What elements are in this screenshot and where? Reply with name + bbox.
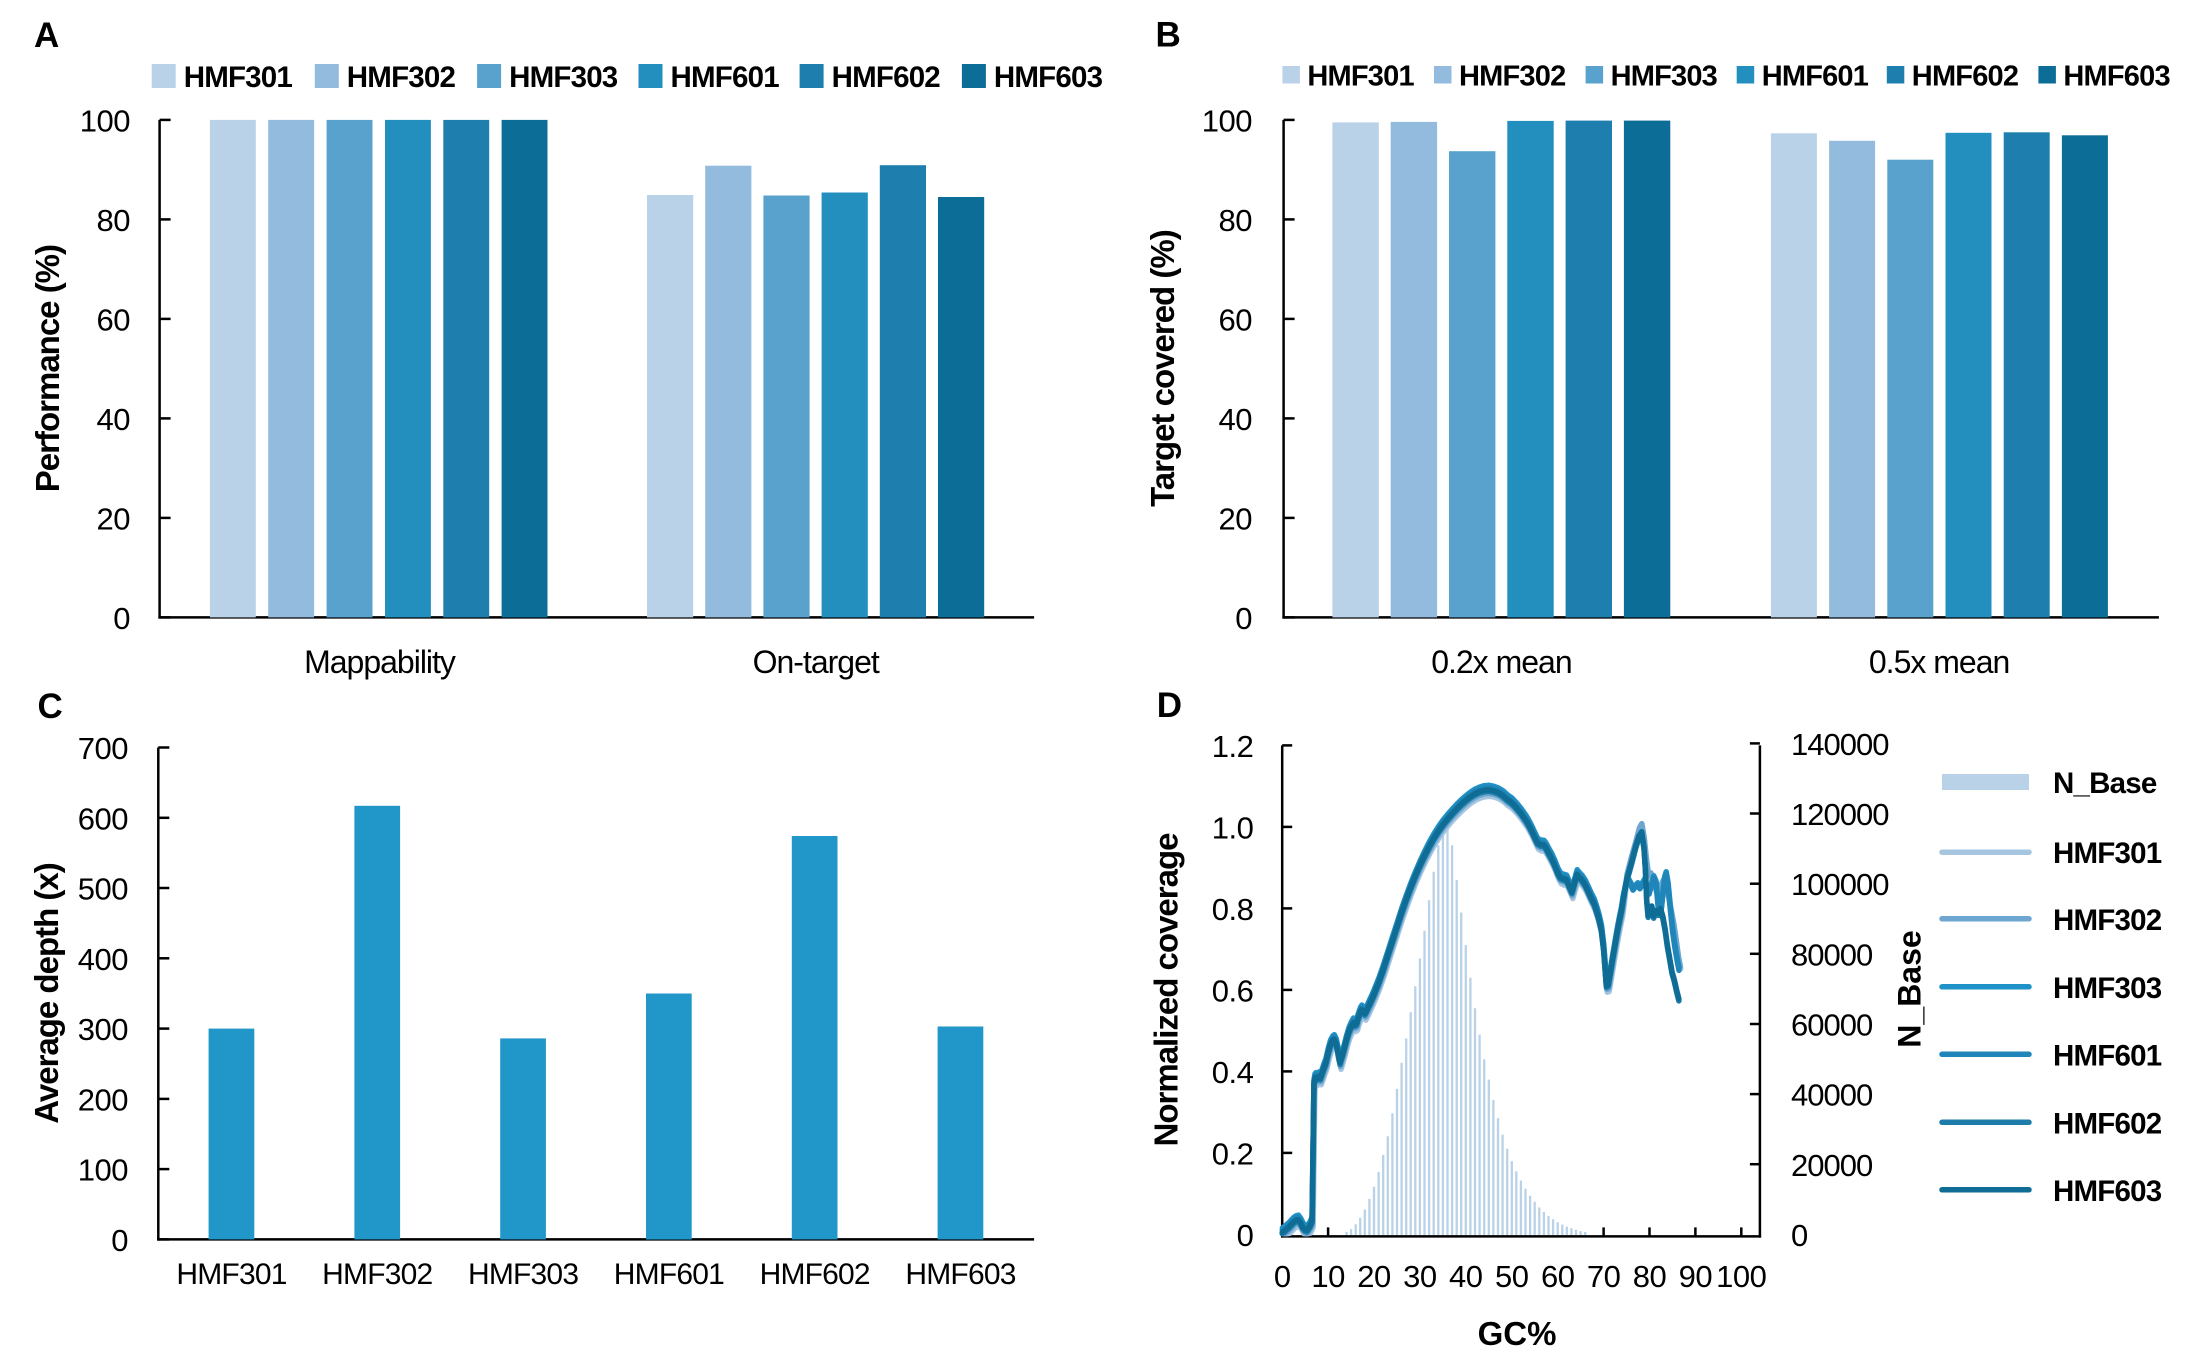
svg-text:200: 200: [78, 1082, 128, 1117]
svg-text:20: 20: [1357, 1259, 1391, 1294]
svg-text:0: 0: [1235, 601, 1252, 636]
svg-text:HMF602: HMF602: [2053, 1107, 2162, 1140]
svg-text:500: 500: [78, 872, 128, 907]
svg-text:HMF603: HMF603: [2063, 61, 2170, 93]
svg-text:N_Base: N_Base: [2053, 767, 2157, 800]
svg-text:On-target: On-target: [753, 644, 880, 680]
svg-text:0: 0: [1274, 1259, 1291, 1294]
svg-text:HMF301: HMF301: [176, 1258, 286, 1291]
svg-text:120000: 120000: [1791, 797, 1889, 832]
svg-text:HMF603: HMF603: [2053, 1175, 2162, 1208]
svg-text:HMF302: HMF302: [1459, 61, 1565, 93]
svg-text:HMF601: HMF601: [2053, 1039, 2162, 1072]
svg-text:600: 600: [78, 801, 128, 836]
svg-text:100: 100: [1716, 1259, 1766, 1294]
svg-text:10: 10: [1311, 1259, 1345, 1294]
svg-text:HMF302: HMF302: [347, 61, 456, 94]
svg-text:HMF303: HMF303: [509, 61, 618, 94]
svg-text:HMF602: HMF602: [1912, 61, 2018, 93]
svg-text:0: 0: [1237, 1218, 1254, 1253]
svg-text:30: 30: [1403, 1259, 1437, 1294]
svg-text:40: 40: [97, 402, 131, 437]
svg-text:20: 20: [1219, 501, 1253, 536]
svg-text:Performance (%): Performance (%): [29, 245, 66, 492]
svg-text:80000: 80000: [1791, 937, 1873, 972]
svg-text:70: 70: [1587, 1259, 1621, 1294]
svg-text:140000: 140000: [1791, 727, 1889, 762]
svg-text:60: 60: [1541, 1259, 1575, 1294]
svg-text:HMF602: HMF602: [760, 1258, 870, 1291]
svg-text:HMF603: HMF603: [994, 61, 1103, 94]
svg-text:HMF303: HMF303: [468, 1258, 578, 1291]
svg-text:20000: 20000: [1791, 1148, 1873, 1183]
svg-text:HMF603: HMF603: [905, 1258, 1015, 1291]
svg-text:HMF302: HMF302: [322, 1258, 432, 1291]
svg-text:HMF601: HMF601: [671, 61, 780, 94]
svg-text:40: 40: [1449, 1259, 1483, 1294]
svg-text:HMF301: HMF301: [1307, 61, 1414, 93]
svg-text:Normalized coverage: Normalized coverage: [1148, 833, 1185, 1147]
svg-text:300: 300: [78, 1012, 128, 1047]
svg-text:1.0: 1.0: [1212, 810, 1254, 845]
svg-text:700: 700: [78, 731, 128, 766]
svg-text:HMF302: HMF302: [2053, 904, 2162, 937]
svg-text:Average depth (x): Average depth (x): [28, 863, 65, 1124]
svg-text:0.8: 0.8: [1212, 892, 1254, 927]
svg-text:HMF301: HMF301: [184, 61, 293, 94]
svg-text:90: 90: [1679, 1259, 1713, 1294]
svg-text:60000: 60000: [1791, 1008, 1873, 1043]
svg-text:GC%: GC%: [1478, 1315, 1557, 1350]
svg-text:80: 80: [97, 203, 131, 238]
svg-text:HMF601: HMF601: [614, 1258, 724, 1291]
svg-text:HMF303: HMF303: [2053, 972, 2162, 1005]
svg-text:100: 100: [1202, 103, 1252, 138]
svg-text:60: 60: [97, 302, 131, 337]
svg-text:HMF303: HMF303: [1611, 61, 1718, 93]
svg-text:40: 40: [1219, 402, 1253, 437]
svg-text:N_Base: N_Base: [1892, 930, 1928, 1047]
svg-text:0: 0: [1791, 1218, 1808, 1253]
svg-text:Target covered (%): Target covered (%): [1144, 230, 1181, 507]
svg-text:60: 60: [1219, 302, 1253, 337]
svg-text:C: C: [38, 687, 63, 726]
svg-text:400: 400: [78, 942, 128, 977]
svg-text:0.4: 0.4: [1212, 1055, 1254, 1090]
svg-text:0.5x mean: 0.5x mean: [1869, 644, 2009, 680]
svg-text:1.2: 1.2: [1212, 729, 1254, 764]
svg-text:HMF602: HMF602: [832, 61, 941, 94]
svg-text:0.2x mean: 0.2x mean: [1431, 644, 1571, 680]
svg-text:D: D: [1157, 686, 1182, 725]
svg-text:80: 80: [1219, 203, 1253, 238]
svg-text:50: 50: [1495, 1259, 1529, 1294]
svg-text:80: 80: [1633, 1259, 1667, 1294]
svg-text:100000: 100000: [1791, 867, 1889, 902]
svg-text:B: B: [1156, 16, 1181, 55]
svg-text:0.2: 0.2: [1212, 1136, 1254, 1171]
svg-text:HMF601: HMF601: [1762, 61, 1869, 93]
svg-text:0: 0: [111, 1223, 128, 1258]
svg-text:0.6: 0.6: [1212, 973, 1254, 1008]
svg-text:Mappability: Mappability: [304, 644, 456, 680]
svg-text:100: 100: [80, 103, 130, 138]
svg-text:20: 20: [97, 501, 131, 536]
svg-text:100: 100: [78, 1153, 128, 1188]
svg-text:A: A: [34, 16, 59, 55]
svg-text:HMF301: HMF301: [2053, 837, 2162, 870]
svg-text:40000: 40000: [1791, 1078, 1873, 1113]
svg-text:0: 0: [113, 601, 130, 636]
